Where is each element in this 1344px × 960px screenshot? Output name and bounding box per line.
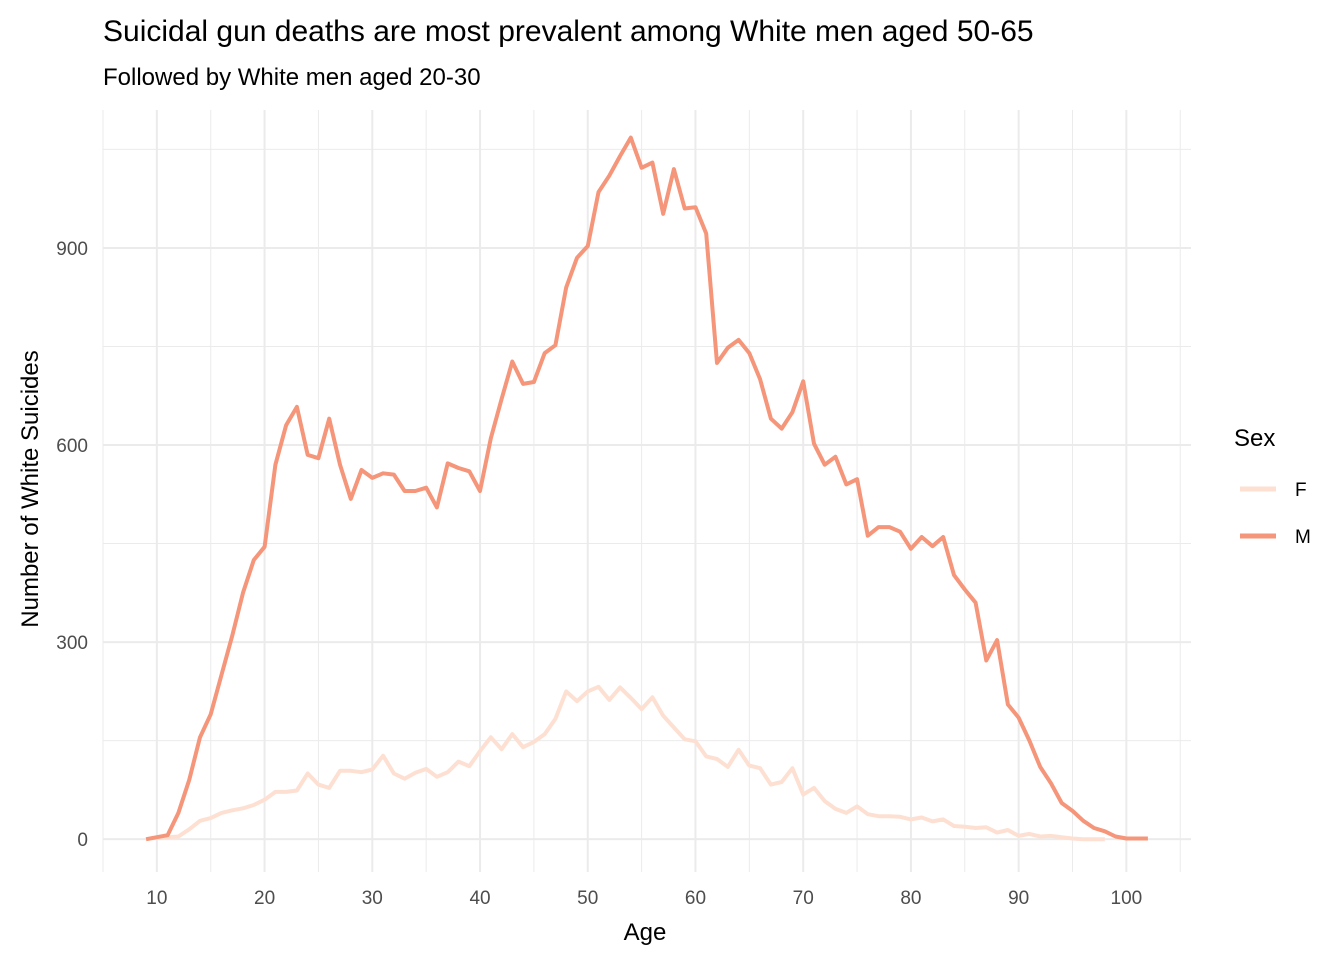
x-tick-label: 60 (685, 888, 706, 909)
grid-major (103, 110, 1191, 872)
y-tick-label: 600 (56, 436, 88, 457)
legend-items: FM (1240, 480, 1311, 548)
x-tick-label: 10 (146, 888, 167, 909)
x-tick-label: 30 (362, 888, 383, 909)
series-line-F (145, 684, 1105, 842)
y-tick-label: 900 (56, 239, 88, 260)
y-axis-title: Number of White Suicides (17, 350, 44, 627)
x-tick-labels: 10 20 30 40 50 60 70 80 90 100 (146, 888, 1142, 909)
x-tick-label: 20 (254, 888, 275, 909)
legend-title: Sex (1234, 425, 1275, 452)
legend-label-M: M (1295, 527, 1311, 548)
x-tick-label: 80 (900, 888, 921, 909)
chart-title: Suicidal gun deaths are most prevalent a… (103, 15, 1034, 48)
x-tick-label: 50 (577, 888, 598, 909)
x-tick-label: 40 (469, 888, 490, 909)
x-axis-title: Age (624, 919, 667, 946)
legend-label-F: F (1295, 480, 1307, 501)
legend: Sex FM (1234, 425, 1311, 548)
y-tick-label: 0 (77, 830, 88, 851)
x-tick-label: 100 (1111, 888, 1143, 909)
series-lines (145, 135, 1148, 842)
x-tick-label: 90 (1008, 888, 1029, 909)
y-tick-labels: 0 300 600 900 (56, 239, 88, 851)
y-tick-label: 300 (56, 633, 88, 654)
series-line-M (145, 135, 1148, 842)
grid-minor (102, 110, 1191, 872)
chart-subtitle: Followed by White men aged 20-30 (103, 64, 481, 91)
x-tick-label: 70 (793, 888, 814, 909)
